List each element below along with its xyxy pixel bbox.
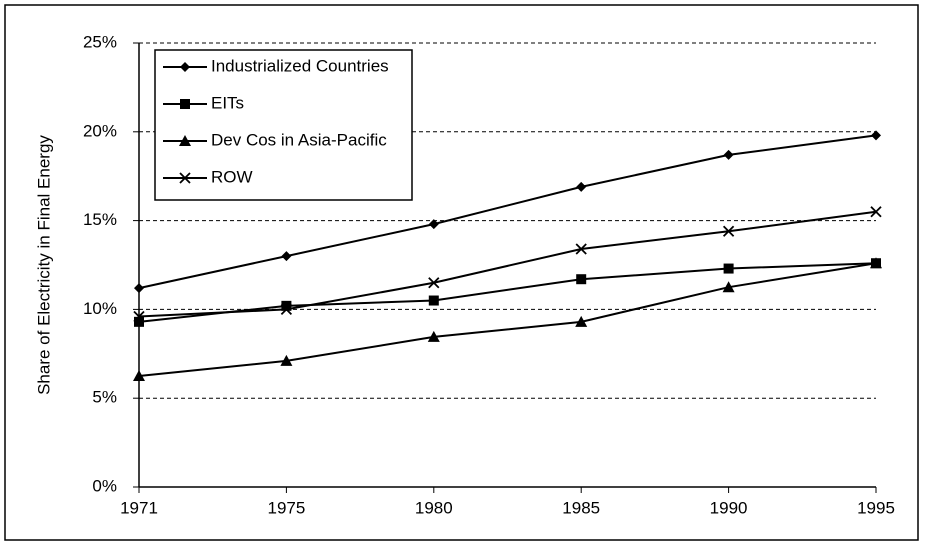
marker (281, 300, 292, 311)
marker (870, 257, 882, 269)
marker (281, 251, 292, 262)
y-tick-label: 25% (83, 32, 117, 51)
y-tick-label: 20% (83, 121, 117, 140)
marker (870, 206, 882, 218)
marker (428, 295, 439, 306)
marker (180, 99, 190, 109)
y-tick-label: 5% (92, 388, 117, 407)
legend-label: Industrialized Countries (211, 56, 389, 75)
marker (576, 181, 587, 192)
marker (133, 310, 145, 323)
y-tick-label: 0% (92, 476, 117, 495)
marker (723, 263, 734, 274)
marker (179, 135, 191, 146)
chart-border (4, 4, 919, 541)
x-tick-label: 1995 (857, 498, 895, 517)
series-line (138, 134, 877, 290)
legend: Industrialized Countries EITs Dev Cos in A… (154, 49, 413, 201)
y-tick-label: 10% (83, 299, 117, 318)
x-tick-label: 1971 (120, 498, 158, 517)
x-tick-label: 1975 (267, 498, 305, 517)
marker (428, 219, 439, 230)
marker (180, 62, 190, 72)
marker (576, 274, 587, 285)
y-axis-label: Share of Electricity in Final Energy (34, 135, 53, 395)
marker (133, 370, 145, 381)
marker (575, 315, 588, 327)
x-tick-label: 1990 (710, 498, 748, 517)
series-line (138, 262, 877, 377)
marker (722, 281, 735, 293)
series-line (138, 262, 877, 323)
series-line (138, 210, 877, 318)
marker (575, 243, 587, 255)
marker (280, 303, 293, 316)
legend-box (154, 49, 413, 201)
x-tick-label: 1980 (415, 498, 453, 517)
x-tick-label: 1985 (562, 498, 600, 517)
marker (280, 354, 293, 366)
y-tick-label: 15% (83, 210, 117, 229)
marker (427, 330, 440, 342)
marker (134, 283, 144, 294)
marker (722, 225, 735, 237)
marker (723, 149, 734, 160)
legend-label: ROW (211, 167, 253, 186)
marker (871, 130, 881, 141)
marker (428, 277, 440, 289)
marker (134, 316, 144, 327)
legend-label: Dev Cos in Asia-Pacific (211, 130, 387, 149)
legend-label: EITs (211, 93, 244, 112)
marker (179, 172, 191, 184)
